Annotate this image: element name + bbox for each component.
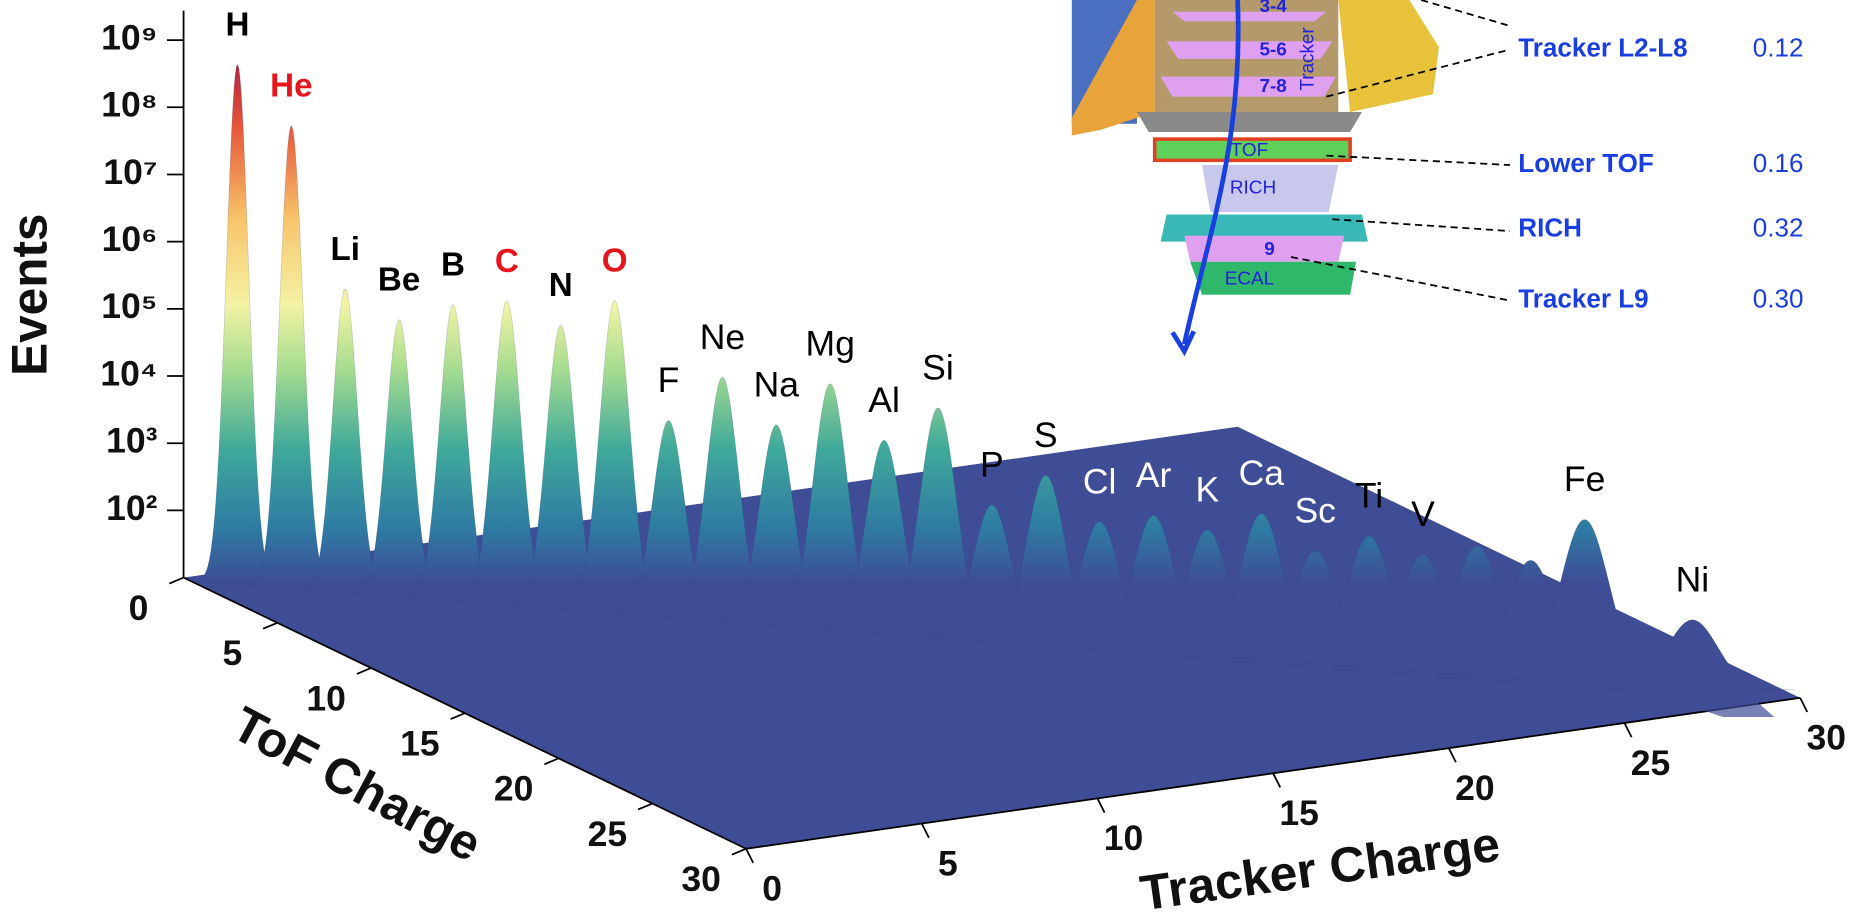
y-tick-label: 25 [588, 814, 628, 854]
y-tick-label: 5 [222, 633, 242, 673]
x-tick [1449, 748, 1456, 762]
y-tick [638, 804, 652, 810]
peak-label: S [1034, 415, 1058, 455]
y-tick-label: 30 [681, 859, 721, 899]
peak-label: Sc [1294, 490, 1335, 530]
layer-label: TOF [1231, 140, 1269, 161]
peak-label: Cl [1083, 461, 1117, 501]
y-tick [451, 713, 465, 719]
peak-label: N [549, 267, 573, 304]
detector-label: Tracker L2-L8 [1518, 32, 1687, 62]
x-tick-label: 20 [1455, 768, 1495, 808]
peak-label: Be [378, 262, 420, 299]
x-tick [1624, 723, 1631, 737]
x-tick [1097, 798, 1104, 812]
z-tick-label: 10⁷ [103, 152, 157, 192]
x-tick [746, 849, 753, 863]
z-tick-label: 10² [106, 488, 158, 528]
detector-value: 0.30 [1753, 283, 1804, 313]
peak-label: Al [868, 380, 900, 420]
x-tick-label: 15 [1279, 793, 1319, 833]
x-axis-title: Tracker Charge [1137, 816, 1503, 921]
z-tick-label: 10⁴ [100, 353, 157, 393]
z-tick-label: 10⁵ [101, 286, 157, 326]
layer-label: 5-6 [1259, 40, 1286, 61]
y-tick [263, 623, 277, 629]
peak-label: Ar [1136, 455, 1172, 495]
x-tick-label: 10 [1104, 818, 1144, 858]
y-tick-label: 20 [494, 769, 534, 809]
chart: 10² 10³ 10⁴ 10⁵ 10⁶ 10⁷ 10⁸ 10⁹ 0 5 10 15 20 25 30 0 5 10… [0, 0, 1857, 923]
y-tick [357, 668, 371, 674]
peak [193, 64, 283, 581]
peak-label: P [980, 445, 1004, 485]
detector-label: Tracker L9 [1518, 283, 1648, 313]
x-tick-label: 25 [1631, 743, 1671, 783]
detector-value: 0.32 [1753, 213, 1804, 243]
z-tick-label: 10⁹ [101, 17, 157, 57]
peak-label: Ne [700, 317, 745, 357]
peak-label: B [441, 247, 465, 284]
z-axis-title: Events [1, 214, 57, 376]
x-tick-label: 5 [938, 843, 958, 883]
y-axis-title: ToF Charge [224, 696, 491, 873]
detector-value: 0.16 [1753, 148, 1804, 178]
x-tick-label: 30 [1806, 718, 1846, 758]
layer-label: ECAL [1225, 268, 1274, 289]
peak-label: Na [754, 365, 800, 405]
peak-label: Ni [1676, 560, 1710, 600]
peak-label: F [658, 360, 680, 400]
frame [1338, 0, 1439, 112]
peak-label: C [495, 243, 519, 280]
layer-label: 9 [1264, 239, 1275, 260]
y-tick-label: 15 [400, 724, 440, 764]
x-tick [1800, 698, 1807, 712]
peak-label: O [602, 243, 628, 280]
plane [1172, 12, 1326, 21]
y-tick [169, 578, 183, 584]
peak-label: Si [922, 348, 954, 388]
peak-label: Ti [1355, 476, 1383, 516]
detector-inset: 3-4 5-6 7-8 Tracker TOF RICH 9 ECAL Trac… [1072, 0, 1804, 351]
layer-label: 3-4 [1259, 0, 1287, 17]
peak-label: V [1411, 494, 1435, 534]
layer-label: Tracker [1298, 27, 1319, 90]
peak-label: Fe [1564, 459, 1605, 499]
peak-label: K [1196, 469, 1220, 509]
peak-label: He [270, 68, 312, 105]
z-tick-label: 10⁶ [102, 219, 158, 259]
x-tick [1273, 773, 1280, 787]
z-tick-label: 10³ [106, 421, 158, 461]
detector-label: RICH [1518, 213, 1582, 243]
y-tick [732, 849, 746, 855]
detector-value: 0.12 [1753, 32, 1804, 62]
peak-label: Cr [1458, 486, 1496, 526]
detector-label: Lower TOF [1518, 148, 1654, 178]
layer-label: 7-8 [1259, 76, 1286, 97]
x-tick [922, 824, 929, 838]
y-tick-label: 10 [306, 678, 346, 718]
peak-label: Mg [806, 323, 855, 363]
x-tick-label: 0 [762, 869, 782, 909]
layer-label: RICH [1230, 178, 1276, 199]
peak-label: Li [330, 231, 359, 268]
peak-label: Ca [1239, 453, 1285, 493]
plate [1137, 112, 1362, 132]
z-tick-label: 10⁸ [101, 85, 157, 125]
y-tick-label: 0 [129, 588, 149, 628]
peak-label: H [225, 6, 249, 43]
y-tick [544, 758, 558, 764]
